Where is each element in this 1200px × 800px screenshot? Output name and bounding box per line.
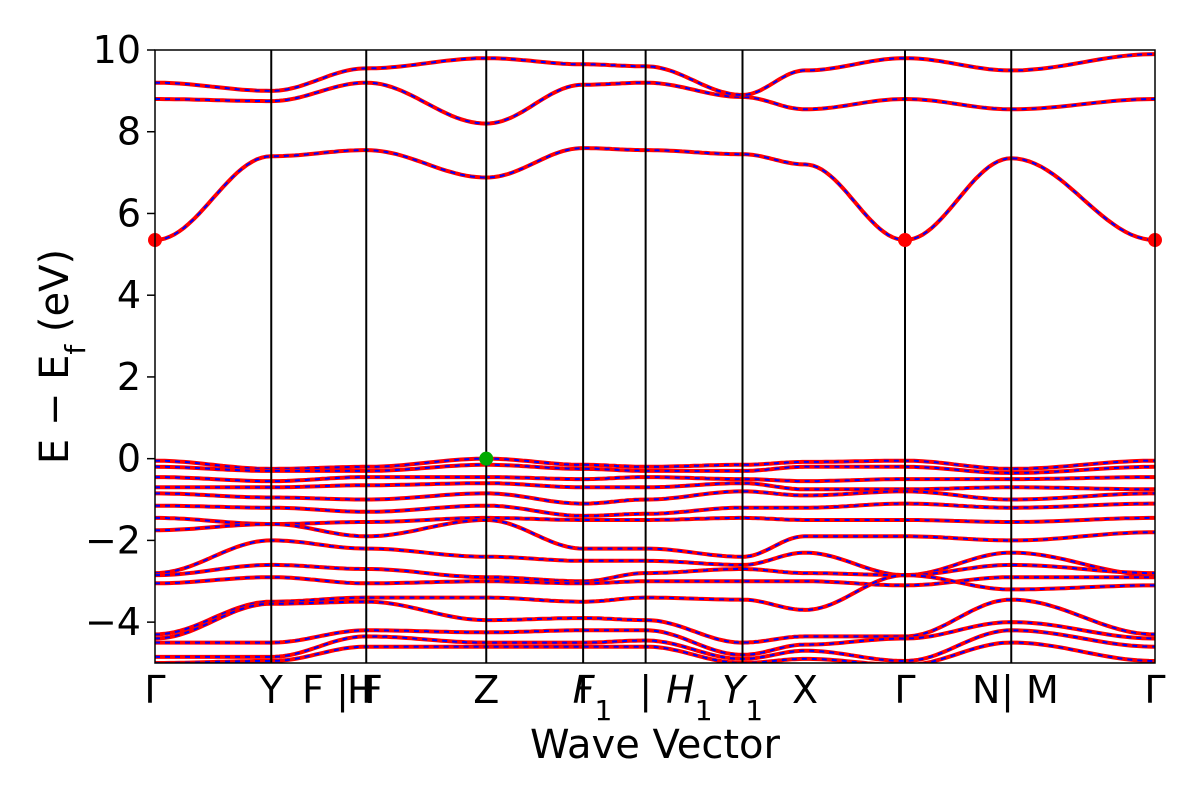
band-line-dashed-0: [155, 147, 1155, 242]
band-line-solid-11: [155, 538, 1155, 578]
y-axis-label-main: E − E: [32, 355, 78, 465]
x-tick-label: Γ: [1144, 668, 1165, 712]
y-tick-label: 0: [117, 437, 141, 481]
y-tick-label: 6: [117, 191, 141, 235]
x-tick-label: F | F: [302, 668, 383, 713]
x-tick-label: Y: [259, 668, 284, 712]
y-axis-label-unit: (eV): [32, 249, 78, 345]
band-line-dashed-10: [155, 519, 1155, 558]
x-tick-label: |: [639, 668, 652, 713]
x-tick-label: Z: [473, 668, 499, 712]
band-line-solid-0: [155, 146, 1155, 243]
x-tick-label: Γ: [894, 668, 915, 712]
plot-frame: [154, 49, 1156, 664]
x-tick-label: Γ: [144, 668, 165, 712]
x-tick-label: N: [972, 668, 1000, 712]
y-axis-label-sub: f: [59, 344, 92, 355]
extrema-markers: [148, 233, 1162, 466]
y-axis-label: E − Ef (eV): [32, 249, 92, 464]
x-tick-label: H1: [666, 668, 712, 727]
y-tick-label: −4: [85, 600, 141, 644]
extremum-marker-1: [898, 233, 912, 248]
kpoint-separators: [270, 50, 1013, 663]
band-line-solid-1: [155, 80, 1155, 126]
x-axis-label: Wave Vector: [530, 722, 781, 768]
x-tick-label: F1: [573, 668, 613, 727]
y-tick-label: 4: [117, 273, 141, 317]
extremum-marker-3: [479, 451, 494, 466]
y-tick-label: 2: [117, 355, 141, 399]
y-tick-label: −2: [85, 518, 141, 562]
band-line-dashed-11: [155, 539, 1155, 577]
x-tick-label: X: [792, 668, 818, 712]
x-axis-ticks: Γ Y F | FH Z IF1 | H1 Y1 X Γ N | M Γ: [144, 668, 1165, 727]
x-tick-label: H: [347, 668, 376, 712]
band-line-dashed-1: [155, 81, 1155, 125]
y-axis-ticks: −4 −2 0 2 4 6 8 10: [85, 28, 155, 644]
band-line-dashed-2: [155, 53, 1155, 97]
x-tick-label: Y1: [722, 668, 763, 727]
band-line-dashed-8: [155, 502, 1155, 517]
y-tick-label: 8: [117, 110, 141, 154]
x-tick-label: | M: [1001, 668, 1059, 713]
y-tick-label: 10: [93, 28, 141, 72]
x-tick-label: I: [578, 668, 589, 712]
band-line-solid-2: [155, 52, 1155, 98]
band-line-solid-18: [155, 640, 1155, 663]
band-lines: [155, 52, 1155, 663]
